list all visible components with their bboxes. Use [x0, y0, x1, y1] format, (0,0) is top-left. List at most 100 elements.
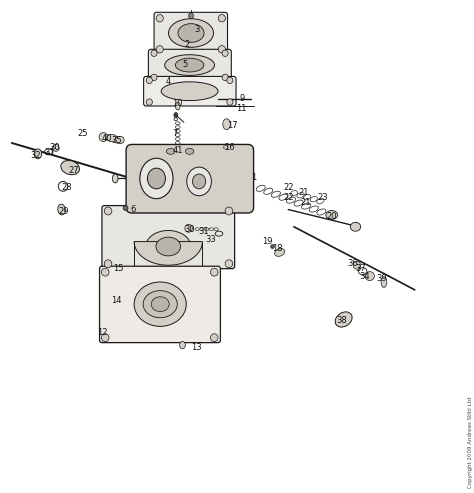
Ellipse shape	[174, 112, 178, 117]
Text: 37: 37	[355, 264, 365, 273]
FancyBboxPatch shape	[154, 12, 228, 54]
Text: 40: 40	[101, 134, 112, 142]
Ellipse shape	[140, 158, 173, 199]
Text: 14: 14	[111, 296, 121, 305]
Ellipse shape	[225, 207, 233, 215]
Ellipse shape	[222, 50, 228, 56]
Text: 7: 7	[173, 129, 178, 138]
Ellipse shape	[180, 341, 185, 349]
Ellipse shape	[222, 74, 228, 80]
Ellipse shape	[218, 46, 226, 53]
Ellipse shape	[165, 55, 214, 75]
FancyBboxPatch shape	[102, 206, 235, 269]
Text: 17: 17	[227, 121, 237, 130]
Ellipse shape	[104, 207, 112, 215]
Ellipse shape	[353, 261, 361, 269]
Ellipse shape	[156, 46, 163, 53]
Text: 2: 2	[184, 40, 190, 49]
Text: 41: 41	[173, 146, 183, 155]
Ellipse shape	[221, 144, 230, 151]
Text: 30: 30	[49, 143, 60, 152]
Text: 15: 15	[113, 264, 124, 273]
Ellipse shape	[180, 147, 183, 154]
Text: 16: 16	[225, 143, 235, 152]
Ellipse shape	[101, 334, 109, 342]
Text: 28: 28	[61, 183, 72, 192]
Ellipse shape	[187, 167, 211, 196]
Text: 3: 3	[194, 25, 200, 34]
FancyBboxPatch shape	[144, 76, 236, 106]
Ellipse shape	[185, 224, 192, 232]
Text: 36: 36	[348, 259, 358, 268]
Ellipse shape	[210, 268, 218, 276]
Ellipse shape	[107, 135, 117, 142]
Ellipse shape	[326, 211, 337, 219]
Text: 22: 22	[284, 183, 294, 192]
Ellipse shape	[143, 290, 177, 317]
Text: 38: 38	[336, 316, 346, 325]
Text: 1: 1	[251, 173, 256, 182]
Text: 22: 22	[284, 193, 294, 202]
Text: 8: 8	[173, 114, 178, 123]
Text: 39: 39	[376, 274, 387, 283]
Text: 31: 31	[45, 148, 55, 157]
Ellipse shape	[104, 260, 112, 268]
Ellipse shape	[34, 149, 42, 159]
Ellipse shape	[169, 19, 213, 47]
Ellipse shape	[112, 174, 118, 183]
Ellipse shape	[146, 77, 152, 84]
Ellipse shape	[156, 15, 163, 22]
Polygon shape	[134, 242, 202, 265]
Text: 6: 6	[130, 205, 136, 214]
Text: 25: 25	[78, 129, 88, 138]
Ellipse shape	[61, 161, 80, 175]
Ellipse shape	[223, 146, 228, 149]
Text: 27: 27	[68, 166, 79, 175]
Ellipse shape	[151, 50, 157, 56]
Text: 9: 9	[239, 94, 245, 103]
Ellipse shape	[175, 58, 204, 72]
Ellipse shape	[210, 334, 218, 342]
Ellipse shape	[175, 102, 180, 110]
Ellipse shape	[227, 99, 233, 106]
Text: 29: 29	[59, 208, 69, 216]
Ellipse shape	[99, 133, 108, 141]
Ellipse shape	[151, 74, 157, 80]
Ellipse shape	[101, 268, 109, 276]
Text: 30: 30	[184, 225, 195, 234]
Ellipse shape	[189, 13, 193, 19]
Ellipse shape	[227, 77, 233, 84]
Ellipse shape	[218, 15, 226, 22]
Ellipse shape	[192, 174, 206, 189]
Ellipse shape	[146, 231, 191, 262]
Ellipse shape	[53, 144, 59, 151]
Ellipse shape	[134, 282, 186, 326]
Ellipse shape	[271, 245, 274, 248]
Text: 32: 32	[30, 151, 41, 160]
Text: 19: 19	[263, 237, 273, 246]
Ellipse shape	[156, 237, 181, 256]
FancyBboxPatch shape	[100, 266, 220, 343]
Text: 21: 21	[301, 198, 311, 207]
Text: 21: 21	[298, 188, 309, 197]
FancyBboxPatch shape	[148, 49, 231, 81]
Ellipse shape	[350, 222, 361, 231]
Text: 34: 34	[360, 272, 370, 281]
Text: 31: 31	[199, 227, 209, 236]
Text: 11: 11	[237, 104, 247, 113]
Ellipse shape	[115, 137, 124, 144]
Text: 4: 4	[165, 77, 171, 86]
Ellipse shape	[335, 312, 352, 327]
Ellipse shape	[151, 297, 169, 312]
Text: 33: 33	[206, 235, 216, 244]
Ellipse shape	[274, 248, 285, 256]
Text: 23: 23	[317, 193, 328, 202]
Text: 18: 18	[272, 245, 283, 253]
Ellipse shape	[166, 148, 175, 154]
Ellipse shape	[123, 206, 128, 211]
Text: 35: 35	[111, 136, 121, 145]
Ellipse shape	[381, 277, 387, 287]
Ellipse shape	[146, 99, 152, 106]
Text: 12: 12	[97, 328, 107, 337]
Ellipse shape	[185, 148, 194, 154]
